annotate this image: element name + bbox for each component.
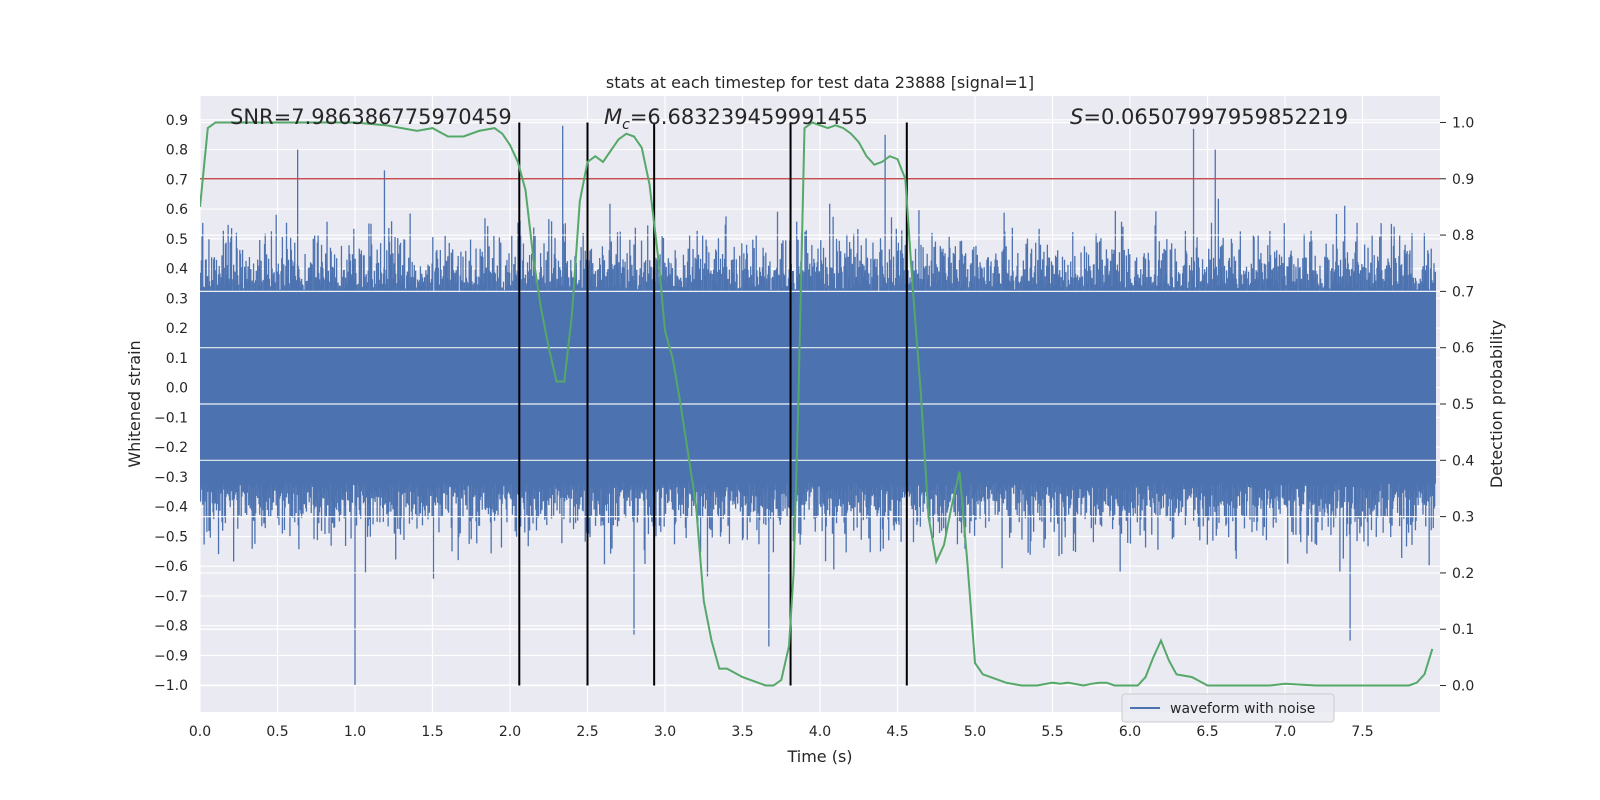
y-tick-label: −0.2: [154, 440, 188, 456]
x-tick-label: 7.5: [1351, 724, 1373, 740]
y2-ticks: 1.0 0.9 0.8 0.7 0.6 0.5 0.4 0.3 0.2 0.1 0.0: [1440, 115, 1474, 695]
chirp-mass-symbol: M: [604, 105, 622, 129]
x-tick-label: 1.0: [344, 724, 366, 740]
x-tick-label: 5.0: [964, 724, 986, 740]
y2-tick-label: 0.1: [1452, 622, 1474, 638]
x-tick-label: 3.0: [654, 724, 676, 740]
y-tick-label: 0.9: [166, 113, 188, 129]
y-tick-label: −0.3: [154, 470, 188, 486]
y2-tick-label: 0.6: [1452, 341, 1474, 357]
y-tick-label: 0.2: [166, 321, 188, 337]
series-detection-probability: [200, 121, 1434, 687]
legend-box: [1121, 693, 1335, 723]
x-tick-label: 6.5: [1196, 724, 1218, 740]
y-tick-label: 0.7: [166, 172, 188, 188]
x-tick-label: 1.5: [421, 724, 443, 740]
y2-tick-label: 0.2: [1452, 566, 1474, 582]
chart-title: stats at each timestep for test data 238…: [606, 73, 1034, 92]
x-tick-label: 2.5: [576, 724, 598, 740]
x-axis-label: Time (s): [786, 747, 852, 766]
x-tick-label: 0.5: [266, 724, 288, 740]
y-tick-label: −0.1: [154, 410, 188, 426]
waveform-trace: [200, 125, 1436, 686]
chirp-mass-annotation: Mc=6.683239459991455: [604, 105, 868, 133]
snr-annotation: SNR=7.986386775970459: [230, 105, 512, 129]
y-tick-label: 0.1: [166, 351, 188, 367]
s-annotation: S=0.06507997959852219: [1070, 105, 1348, 129]
y2-tick-label: 0.9: [1452, 172, 1474, 188]
y2-tick-label: 1.0: [1452, 115, 1474, 131]
x-ticks: 0.0 0.5 1.0 1.5 2.0 2.5 3.0 3.5 4.0 4.5 5.0 5.5 6.0 6…: [189, 724, 1374, 740]
x-tick-label: 0.0: [189, 724, 211, 740]
y2-tick-label: 0.0: [1452, 679, 1474, 695]
chirp-mass-subscript: c: [622, 117, 630, 133]
y-tick-label: 0.5: [166, 232, 188, 248]
x-tick-label: 2.0: [499, 724, 521, 740]
s-symbol: S: [1070, 105, 1083, 129]
y-tick-label: 0.0: [166, 381, 188, 397]
y-tick-label: −0.8: [154, 619, 188, 635]
x-tick-label: 3.5: [731, 724, 753, 740]
y-axis-label: Whitened strain: [125, 340, 144, 467]
y-tick-label: 0.4: [166, 262, 188, 278]
s-value: =0.06507997959852219: [1083, 105, 1348, 129]
y-tick-label: −0.5: [154, 529, 188, 545]
y-tick-label: −1.0: [154, 678, 188, 694]
x-tick-label: 4.5: [886, 724, 908, 740]
x-tick-label: 7.0: [1274, 724, 1296, 740]
legend: waveform with noise: [1121, 693, 1335, 723]
y2-tick-label: 0.7: [1452, 284, 1474, 300]
y2-tick-label: 0.5: [1452, 397, 1474, 413]
y2-tick-label: 0.4: [1452, 453, 1474, 469]
y2-tick-label: 0.8: [1452, 228, 1474, 244]
y2-axis-label: Detection probability: [1487, 320, 1506, 488]
detection-probability-line: [200, 121, 1434, 687]
y-tick-label: 0.8: [166, 143, 188, 159]
y2-tick-label: 0.3: [1452, 510, 1474, 526]
x-tick-label: 5.5: [1041, 724, 1063, 740]
y-tick-label: 0.3: [166, 291, 188, 307]
chirp-mass-value: =6.683239459991455: [630, 105, 868, 129]
y-ticks: 0.9 0.8 0.7 0.6 0.5 0.4 0.3 0.2 0.1 0.0 −0.1 −0.2 −0…: [154, 113, 188, 694]
y-tick-label: −0.4: [154, 500, 188, 516]
legend-label: waveform with noise: [1170, 701, 1315, 717]
y-tick-label: −0.7: [154, 589, 188, 605]
y-tick-label: −0.9: [154, 648, 188, 664]
y-tick-label: −0.6: [154, 559, 188, 575]
y-tick-label: 0.6: [166, 202, 188, 218]
x-tick-label: 6.0: [1119, 724, 1141, 740]
x-tick-label: 4.0: [809, 724, 831, 740]
